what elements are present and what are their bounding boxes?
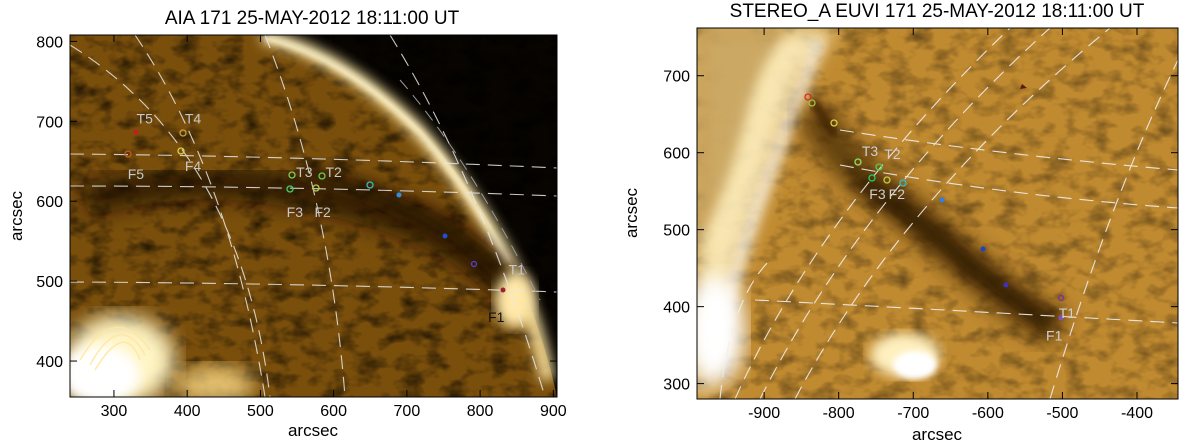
y-tick-label: 500	[36, 274, 63, 291]
feature-label-t1: T1	[1059, 305, 1076, 321]
feature-label-t2: T2	[325, 164, 342, 180]
stereo-image	[697, 28, 1178, 399]
x-tick-label: -600	[972, 405, 1004, 422]
aia-panel: T5 T4 F5 F4 T3 T2 F3 F2 T1 F1 AIA 171 25-MAY-2012…	[7, 8, 567, 440]
stereo-panel: T3 T2 F3 F2 T1 F1 STEREO_A EUVI 171 25-MAY-20…	[622, 1, 1179, 444]
x-tick-label: 400	[174, 403, 201, 420]
stereo-y-ticks: 300 400 500 600 700	[663, 69, 1178, 394]
aia-markers	[124, 129, 506, 293]
x-tick-label: -900	[748, 405, 780, 422]
x-tick-label: -800	[823, 405, 855, 422]
stereo-title: STEREO_A EUVI 171 25-MAY-2012 18:11:00 U…	[730, 1, 1145, 22]
y-tick-label: 300	[663, 377, 690, 394]
x-tick-label: 500	[247, 403, 274, 420]
feature-label-f4: F4	[185, 158, 202, 174]
stereo-markers	[804, 84, 1065, 321]
stereo-ylabel: arcsec	[622, 187, 641, 238]
feature-label-f3: F3	[287, 204, 304, 220]
aia-title: AIA 171 25-MAY-2012 18:11:00 UT	[165, 8, 460, 29]
stereo-frame	[696, 27, 1179, 400]
stereo-xlabel: arcsec	[912, 425, 963, 444]
aia-grid	[70, 35, 557, 397]
aia-ylabel: arcsec	[7, 190, 26, 241]
y-tick-label: 400	[36, 354, 63, 371]
feature-label-t1: T1	[509, 262, 526, 278]
feature-label-t2: T2	[884, 146, 901, 162]
y-tick-label: 700	[663, 69, 690, 86]
feature-label-t3: T3	[862, 143, 879, 159]
y-tick-label: 800	[36, 34, 63, 51]
aia-image	[70, 35, 557, 397]
x-tick-label: 900	[540, 403, 567, 420]
feature-label-f1: F1	[1046, 328, 1063, 344]
aia-frame	[69, 34, 558, 398]
y-tick-label: 700	[36, 114, 63, 131]
y-tick-label: 600	[663, 146, 690, 163]
feature-label-f2: F2	[314, 204, 331, 220]
x-tick-label: -400	[1121, 405, 1153, 422]
y-tick-label: 600	[36, 194, 63, 211]
y-tick-label: 500	[663, 223, 690, 240]
feature-label-t3: T3	[296, 164, 313, 180]
aia-y-ticks: 400 500 600 700 800	[36, 34, 557, 371]
feature-label-f5: F5	[128, 166, 145, 182]
feature-label-f3: F3	[869, 186, 886, 202]
stereo-grid	[719, 28, 1178, 399]
feature-label-t4: T4	[185, 111, 202, 127]
x-tick-label: 800	[467, 403, 494, 420]
x-tick-label: -700	[897, 405, 929, 422]
feature-label-t5: T5	[137, 111, 154, 127]
feature-label-f1: F1	[488, 309, 505, 325]
aia-xlabel: arcsec	[288, 421, 339, 440]
x-tick-label: -500	[1046, 405, 1078, 422]
x-tick-label: 300	[101, 403, 128, 420]
x-tick-label: 600	[320, 403, 347, 420]
aia-x-ticks: 300 400 500 600 700 800 900	[101, 35, 567, 420]
x-tick-label: 700	[394, 403, 421, 420]
stereo-x-ticks: -900 -800 -700 -600 -500 -400	[748, 28, 1153, 422]
y-tick-label: 400	[663, 300, 690, 317]
feature-label-f2: F2	[889, 186, 906, 202]
